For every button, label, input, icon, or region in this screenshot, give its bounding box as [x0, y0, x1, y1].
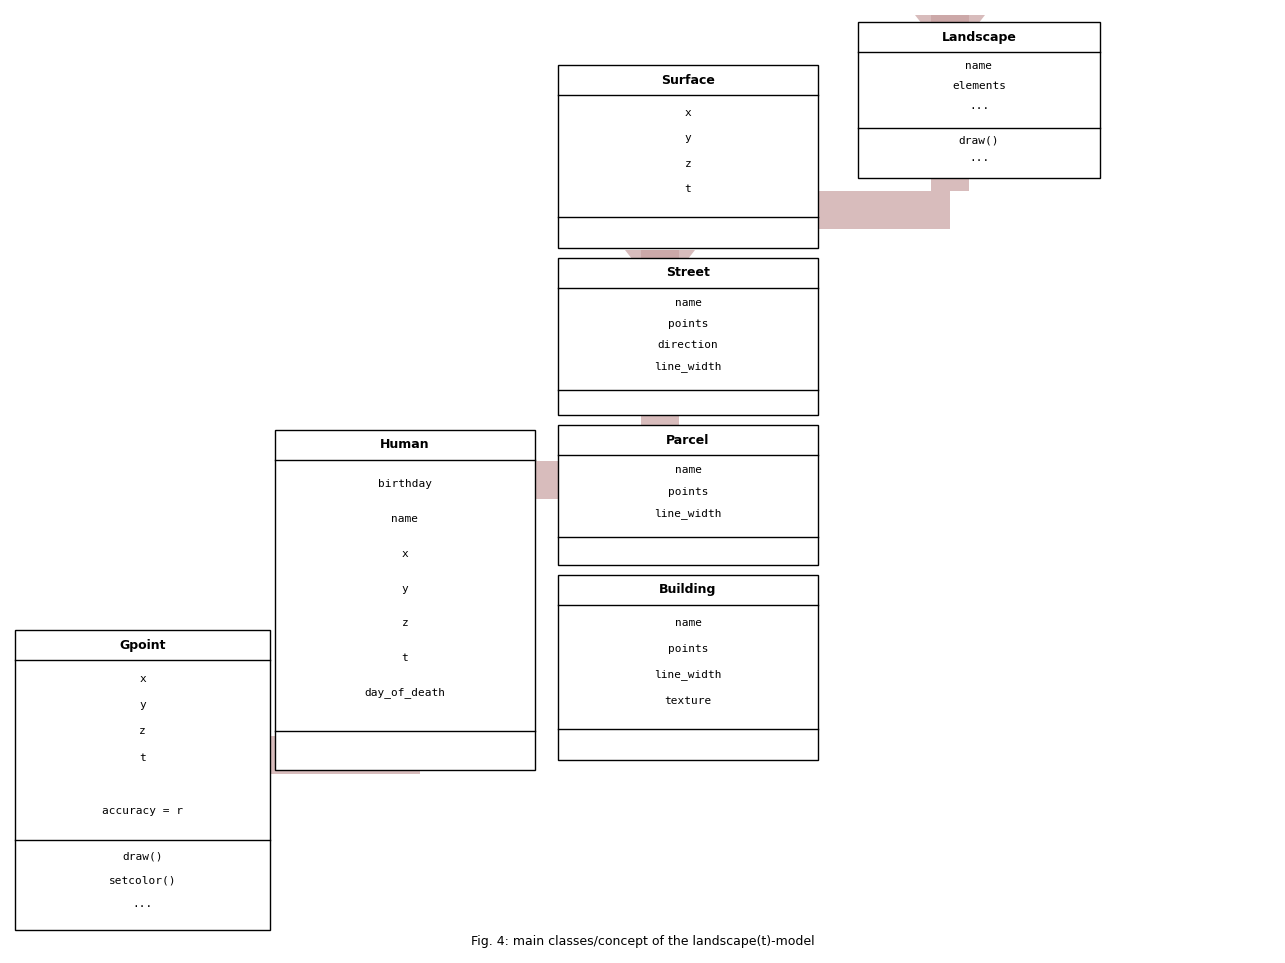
Bar [558, 575, 819, 760]
Bar [80, 736, 420, 774]
Text: y: y [685, 133, 691, 143]
Text: t: t [685, 184, 691, 195]
Bar [558, 65, 819, 248]
Text: x: x [402, 549, 409, 559]
Text: Street: Street [666, 267, 709, 279]
Text: Parcel: Parcel [667, 433, 709, 447]
Bar [15, 630, 270, 930]
Text: setcolor(): setcolor() [109, 875, 176, 885]
Text: x: x [685, 108, 691, 117]
Bar [401, 525, 439, 736]
Bar [600, 191, 950, 229]
Bar [932, 15, 969, 191]
Bar [858, 22, 1100, 178]
Text: direction: direction [658, 340, 718, 351]
Bar [641, 250, 678, 461]
Text: Landscape: Landscape [942, 31, 1016, 43]
Text: x: x [139, 673, 146, 684]
Text: name: name [675, 618, 702, 628]
Text: name: name [392, 514, 419, 524]
Text: line_width: line_width [654, 669, 722, 680]
Polygon shape [625, 250, 695, 295]
Polygon shape [915, 15, 986, 60]
Text: name: name [965, 61, 992, 71]
Text: Fig. 4: main classes/concept of the landscape(t)-model: Fig. 4: main classes/concept of the land… [470, 935, 815, 948]
Text: ...: ... [969, 153, 989, 163]
Text: line_width: line_width [654, 361, 722, 372]
Text: day_of_death: day_of_death [365, 688, 446, 698]
Text: points: points [668, 644, 708, 654]
Text: texture: texture [664, 695, 712, 706]
Text: z: z [685, 159, 691, 169]
Text: line_width: line_width [654, 508, 722, 519]
Text: birthday: birthday [378, 480, 432, 489]
Text: Surface: Surface [660, 73, 714, 87]
Bar [558, 425, 819, 565]
Text: Building: Building [659, 584, 717, 596]
Text: points: points [668, 319, 708, 329]
Text: y: y [139, 700, 146, 710]
Bar [275, 430, 535, 770]
Bar [558, 258, 819, 415]
Text: t: t [139, 753, 146, 763]
Text: Gpoint: Gpoint [120, 638, 166, 652]
Text: Human: Human [380, 438, 429, 452]
Text: draw(): draw() [959, 135, 1000, 145]
Text: z: z [139, 726, 146, 737]
Text: name: name [675, 298, 702, 308]
Text: draw(): draw() [122, 851, 163, 862]
Text: ...: ... [969, 101, 989, 111]
Text: y: y [402, 584, 409, 593]
Bar [330, 461, 660, 499]
Text: ...: ... [132, 898, 153, 909]
Text: accuracy = r: accuracy = r [102, 806, 182, 816]
Text: elements: elements [952, 81, 1006, 91]
Text: t: t [402, 653, 409, 664]
Text: z: z [402, 618, 409, 629]
Text: name: name [675, 465, 702, 475]
Text: points: points [668, 487, 708, 497]
Polygon shape [386, 525, 455, 570]
